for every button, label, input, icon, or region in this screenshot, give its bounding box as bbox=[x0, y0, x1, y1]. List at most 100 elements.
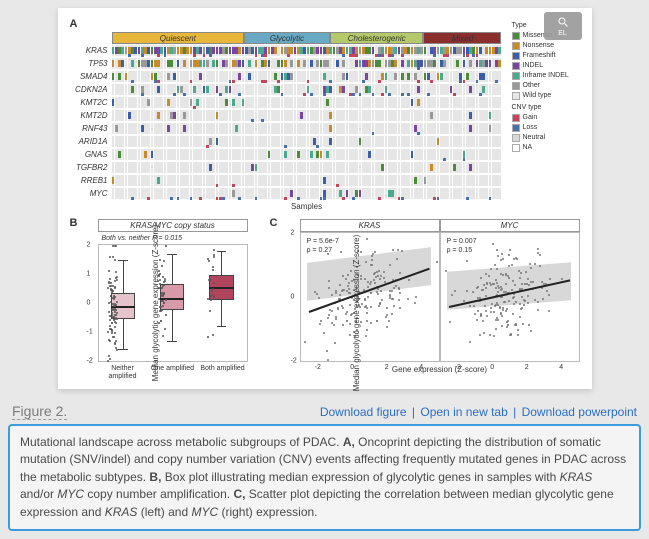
panel-a-label: A bbox=[70, 18, 580, 30]
ytick: -1 bbox=[87, 329, 93, 336]
caption-b-pre: Box plot illustrating median expression … bbox=[161, 470, 559, 484]
scatter-plot: -2024P = 0.007ρ = 0.15 bbox=[440, 232, 580, 362]
legend-swatch bbox=[512, 32, 520, 40]
panel-a: A QuiescentGlycolyticCholesterogenicMixe… bbox=[70, 18, 580, 211]
caption-b-gene2: MYC bbox=[57, 487, 84, 501]
oncoprint-row: KMT2D bbox=[70, 109, 580, 122]
xtick: 4 bbox=[419, 364, 423, 371]
xtick: 0 bbox=[490, 364, 494, 371]
gene-label: KRAS bbox=[70, 46, 112, 55]
ytick: 0 bbox=[291, 294, 295, 301]
caption-c-label: C, bbox=[233, 487, 245, 501]
expand-figure-button[interactable]: EL bbox=[544, 12, 582, 40]
ytick: 2 bbox=[291, 230, 295, 237]
gene-label: GNAS bbox=[70, 150, 112, 159]
gene-label: KMT2D bbox=[70, 111, 112, 120]
caption-b-mid: and/or bbox=[20, 487, 57, 501]
gene-label: KMT2C bbox=[70, 98, 112, 107]
figure-number: Figure 2. bbox=[12, 403, 67, 420]
legend-row: Nonsense bbox=[512, 41, 586, 50]
scatter-plot: -202-2024P = 5.6e-7ρ = 0.27 bbox=[300, 232, 440, 362]
expand-icon bbox=[557, 16, 569, 30]
link-separator: | bbox=[511, 405, 518, 419]
legend-swatch bbox=[512, 92, 520, 100]
legend-label: Wild type bbox=[523, 91, 552, 100]
expand-label: EL bbox=[558, 30, 567, 37]
xtick: -2 bbox=[315, 364, 321, 371]
oncoprint-row: RREB1 bbox=[70, 174, 580, 187]
ytick: -2 bbox=[87, 358, 93, 365]
legend-label: Frameshift bbox=[523, 51, 556, 60]
scatter-row: -202-2024P = 5.6e-7ρ = 0.27-2024P = 0.00… bbox=[300, 232, 580, 362]
legend-label: INDEL bbox=[523, 61, 544, 70]
download-ppt-link[interactable]: Download powerpoint bbox=[522, 405, 637, 419]
scatter-stats: P = 0.007ρ = 0.15 bbox=[447, 237, 477, 255]
scatter-header: MYC bbox=[440, 219, 580, 232]
panel-c-label: C bbox=[270, 217, 278, 229]
oncoprint-track bbox=[112, 149, 502, 160]
oncoprint-row: ARID1A bbox=[70, 135, 580, 148]
oncoprint-row: SMAD4 bbox=[70, 70, 580, 83]
gene-label: MYC bbox=[70, 189, 112, 198]
oncoprint-row: MYC bbox=[70, 187, 580, 200]
cnv-legend-title: CNV type bbox=[512, 103, 586, 112]
legend-label: Loss bbox=[523, 123, 538, 132]
figure-caption: Mutational landscape across metabolic su… bbox=[8, 424, 641, 531]
oncoprint-track bbox=[112, 71, 502, 82]
subgroup-header-cell: Cholesterogenic bbox=[330, 32, 424, 44]
legend-label: Inframe INDEL bbox=[523, 71, 569, 80]
box-group bbox=[197, 245, 246, 361]
oncoprint: KRAS TP53 SMAD4 CDKN2A KMT2C KMT2D RNF43 ARID1A… bbox=[70, 44, 580, 200]
ytick: 2 bbox=[87, 242, 91, 249]
legend-row: NA bbox=[512, 143, 586, 152]
oncoprint-row: RNF43 bbox=[70, 122, 580, 135]
legend-swatch bbox=[512, 114, 520, 122]
xtick: 2 bbox=[525, 364, 529, 371]
legend-row: Inframe INDEL bbox=[512, 71, 586, 80]
panel-c-xlabel: Gene expression (Z-score) bbox=[300, 365, 580, 374]
gene-label: TGFBR2 bbox=[70, 163, 112, 172]
open-new-tab-link[interactable]: Open in new tab bbox=[420, 405, 507, 419]
panel-b-label: B bbox=[70, 217, 78, 229]
panel-b: B KRAS/MYC copy status Both vs. neither … bbox=[70, 219, 260, 381]
oncoprint-track bbox=[112, 110, 502, 121]
gene-label: SMAD4 bbox=[70, 72, 112, 81]
legend-swatch bbox=[512, 62, 520, 70]
caption-c-gene1: KRAS bbox=[105, 505, 138, 519]
figure-card: A QuiescentGlycolyticCholesterogenicMixe… bbox=[58, 8, 592, 389]
subgroup-header-cell: Glycolytic bbox=[244, 32, 330, 44]
caption-b-gene1: KRAS bbox=[560, 470, 593, 484]
xtick: -2 bbox=[455, 364, 461, 371]
legend-label: Other bbox=[523, 81, 541, 90]
legend-swatch bbox=[512, 134, 520, 142]
legend-swatch bbox=[512, 52, 520, 60]
figure-meta-row: Figure 2. Download figure | Open in new … bbox=[8, 403, 641, 420]
panel-b-subtitle: Both vs. neither P = 0.015 bbox=[102, 235, 260, 242]
subgroup-header: QuiescentGlycolyticCholesterogenicMixed bbox=[112, 32, 502, 44]
oncoprint-row: TGFBR2 bbox=[70, 161, 580, 174]
panel-c: C KRASMYC -202-2024P = 5.6e-7ρ = 0.27-20… bbox=[270, 219, 580, 381]
subgroup-header-cell: Mixed bbox=[423, 32, 501, 44]
legend-row: INDEL bbox=[512, 61, 586, 70]
gene-label: TP53 bbox=[70, 59, 112, 68]
caption-lead: Mutational landscape across metabolic su… bbox=[20, 435, 340, 449]
panel-b-xlabels: Neither amplifiedOne amplifiedBoth ampli… bbox=[98, 365, 248, 381]
ytick: 1 bbox=[87, 271, 91, 278]
box-group bbox=[148, 245, 197, 361]
legend-swatch bbox=[512, 82, 520, 90]
box-group bbox=[99, 245, 148, 361]
caption-c-gene2: MYC bbox=[191, 505, 218, 519]
oncoprint-row: KMT2C bbox=[70, 96, 580, 109]
download-figure-link[interactable]: Download figure bbox=[320, 405, 407, 419]
legend-row: Gain bbox=[512, 113, 586, 122]
ytick: -2 bbox=[291, 358, 297, 365]
gene-label: CDKN2A bbox=[70, 85, 112, 94]
oncoprint-track bbox=[112, 175, 502, 186]
box-category-label: Both amplified bbox=[198, 365, 248, 381]
subgroup-header-cell: Quiescent bbox=[112, 32, 245, 44]
gene-label: RNF43 bbox=[70, 124, 112, 133]
legend-label: Neutral bbox=[523, 133, 546, 142]
oncoprint-track bbox=[112, 84, 502, 95]
caption-b-label: B, bbox=[149, 470, 161, 484]
xtick: 4 bbox=[559, 364, 563, 371]
